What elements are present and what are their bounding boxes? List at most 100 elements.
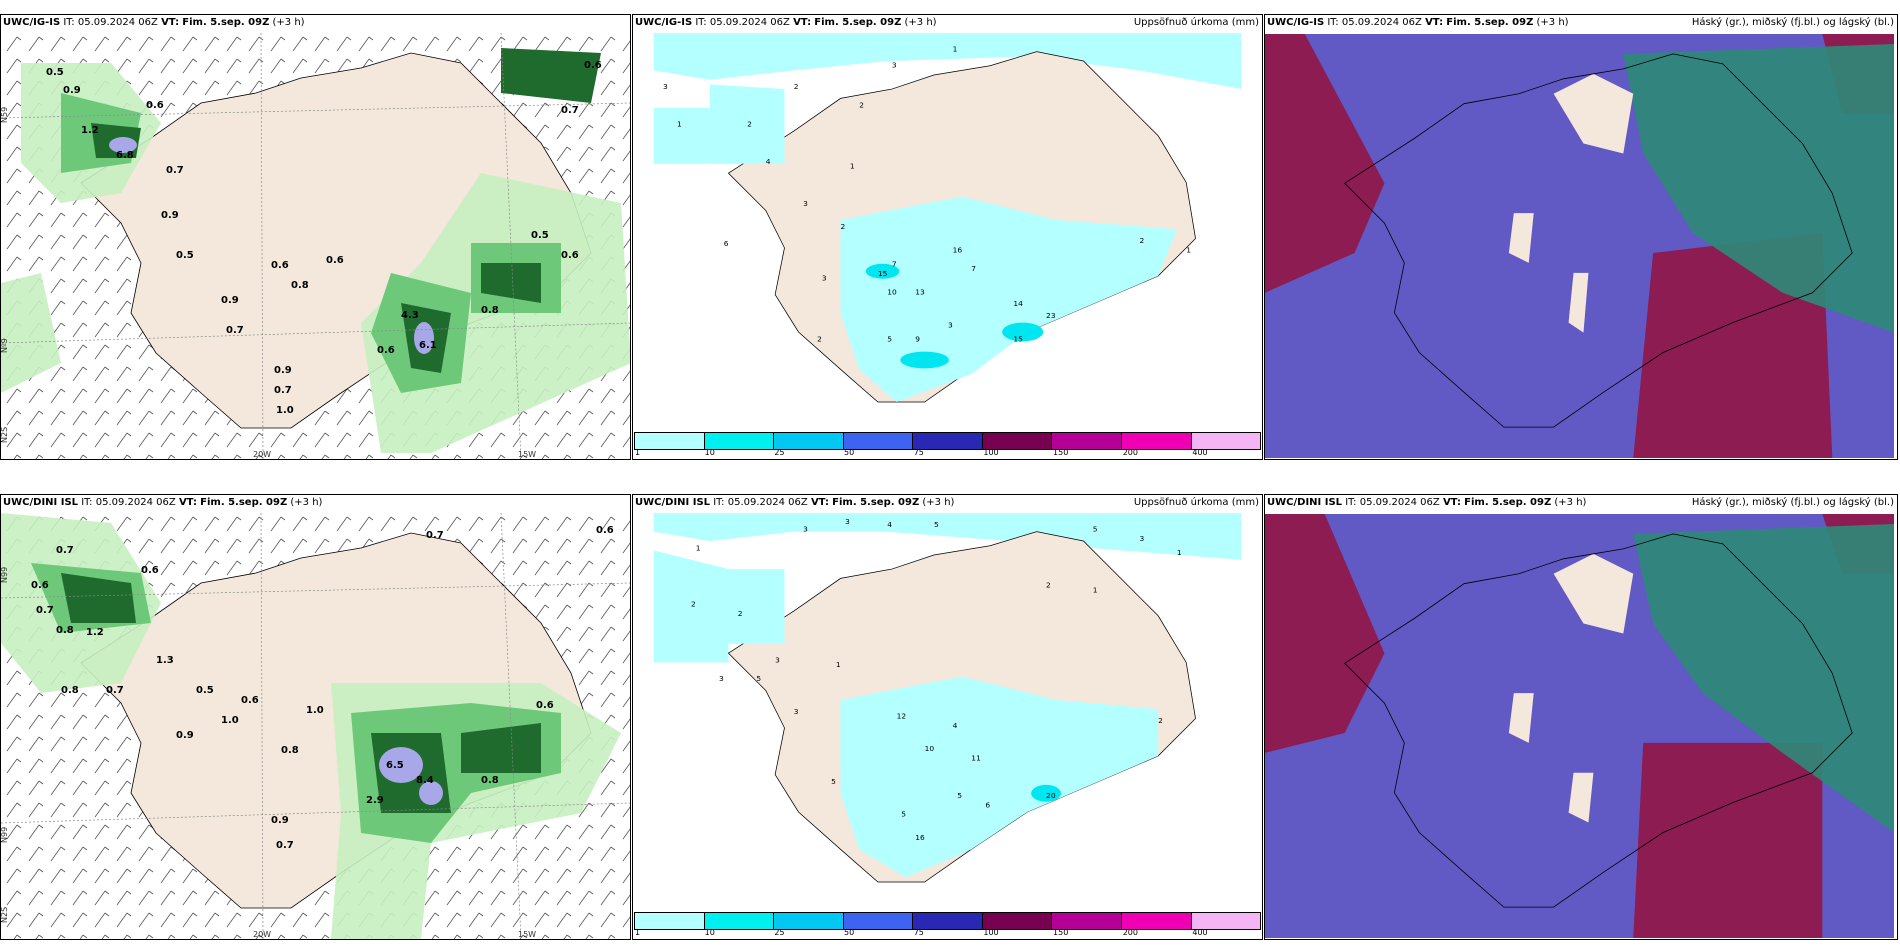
precip-value: 0.9 [63,85,81,96]
vt-label: VT: [178,497,197,508]
vt-value: Fim. 5.sep. 09Z [182,17,270,28]
lat-label: Nº9 [1,338,9,353]
precip-value: 0.6 [326,255,344,266]
precip-value: 0.6 [31,580,49,591]
precip-area [700,569,785,644]
precip-value: 1.2 [81,125,99,136]
precip-value: 0.8 [281,745,299,756]
coastline [1343,533,1853,908]
lon-label: 15W [518,450,536,459]
accum-value: 1 [1093,585,1098,594]
cloud-cover-map [1265,34,1894,458]
accum-value: 4 [887,520,892,529]
precip-value: 0.6 [241,695,259,706]
accum-value: 11 [971,754,981,763]
vt-value: Fim. 5.sep. 09Z [832,497,920,508]
precip-wind-map: N59 Nº9 N2S 20W 15W 0.5 0.9 0.6 1.2 6.8 … [1,33,630,459]
precip-value: 0.6 [561,250,579,261]
accum-value: 5 [756,674,761,683]
panel-header: UWC/IG-IS IT: 05.09.2024 06Z VT: Fim. 5.… [3,17,305,28]
panel-header: UWC/DINI ISL IT: 05.09.2024 06Z VT: Fim.… [635,497,954,508]
colorbar-tick: 50 [844,928,855,937]
precip-value: 0.6 [536,700,554,711]
accum-value: 5 [934,520,939,529]
colorbar-tick: 1 [635,448,641,457]
precip-area [840,676,1159,878]
accum-value: 7 [892,260,897,269]
accum-value: 4 [953,721,958,730]
colorbar-swatch [843,433,914,449]
colorbar-tick: 10 [704,928,715,937]
accum-value: 2 [691,599,696,608]
precip-area [709,84,785,164]
accum-value: 2 [747,119,752,128]
land-clear [1508,553,1634,823]
vt-value: Fim. 5.sep. 09Z [1464,497,1552,508]
precip-value: 0.9 [221,295,239,306]
it-value: 05.09.2024 06Z [727,497,808,508]
colorbar-swatch [982,913,1053,929]
precip-area [840,196,1177,403]
accum-value: 1 [1177,548,1182,557]
lon-label: 20W [253,930,271,939]
accum-value: 16 [915,833,925,842]
model-name: UWC/DINI ISL [3,497,79,508]
colorbar-tick: 200 [1122,928,1138,937]
precip-area [653,513,1242,663]
accum-value: 2 [1046,581,1051,590]
coastline [1343,53,1853,428]
accum-value: 15 [878,269,888,278]
vt-value: Fim. 5.sep. 09Z [1446,17,1534,28]
precip-light [1,63,630,453]
accum-value: 2 [1139,236,1144,245]
precip-peak [109,137,137,153]
it-label: IT: [1327,17,1339,28]
accum-value: 3 [719,674,724,683]
precip-dark [91,48,601,373]
accum-value-labels: 3 1 2 2 2 1 3 4 1 3 2 6 3 2 15 16 13 7 1… [663,45,1191,344]
precip-value: 0.5 [46,67,64,78]
accum-value: 1 [836,660,841,669]
accum-value: 2 [817,334,822,343]
accum-value: 3 [892,61,897,70]
precip-value-labels: 0.5 0.9 0.6 1.2 6.8 0.9 0.5 0.7 0.9 0.6 … [46,60,602,416]
accum-precip-map: 3 1 2 2 2 1 3 4 1 3 2 6 3 2 15 16 13 7 1… [653,33,1242,403]
accum-value: 4 [766,157,771,166]
accum-value: 14 [1013,299,1023,308]
colorbar-tick: 25 [774,928,785,937]
precip-value: 0.8 [481,775,499,786]
precip-value: 0.6 [146,100,164,111]
accum-value: 3 [845,517,850,526]
colorbar-tick: 1 [635,928,641,937]
colorbar-tick: 150 [1053,448,1069,457]
accum-value: 5 [887,334,892,343]
accum-value: 2 [859,101,864,110]
it-label: IT: [81,497,93,508]
accum-value: 6 [985,800,990,809]
colorbar: 1 10 25 50 75 100 150 200 400 [634,910,1261,938]
precip-value: 0.9 [274,365,292,376]
accum-value: 9 [915,334,920,343]
colorbar-tick: 100 [983,448,999,457]
precip-value: 1.0 [306,705,324,716]
lead-time: (+3 h) [1554,497,1587,508]
vt-value: Fim. 5.sep. 09Z [814,17,902,28]
precip-value: 0.9 [176,730,194,741]
it-label: IT: [695,17,707,28]
colorbar-tick: 100 [983,928,999,937]
colorbar-swatch [913,913,983,929]
accum-value: 1 [850,161,855,170]
it-label: IT: [713,497,725,508]
vt-label: VT: [793,17,812,28]
precip-value: 6.8 [116,150,134,161]
precip-value: 0.5 [196,685,214,696]
lon-label: 15W [518,930,536,939]
precip-peak [414,322,434,354]
colorbar-tick: 75 [913,448,924,457]
colorbar-swatch [635,913,705,929]
it-value: 05.09.2024 06Z [77,17,158,28]
precip-value: 0.8 [291,280,309,291]
accum-value: 12 [897,712,907,721]
precip-value: 6.1 [419,340,437,351]
precip-value: 1.0 [276,405,294,416]
